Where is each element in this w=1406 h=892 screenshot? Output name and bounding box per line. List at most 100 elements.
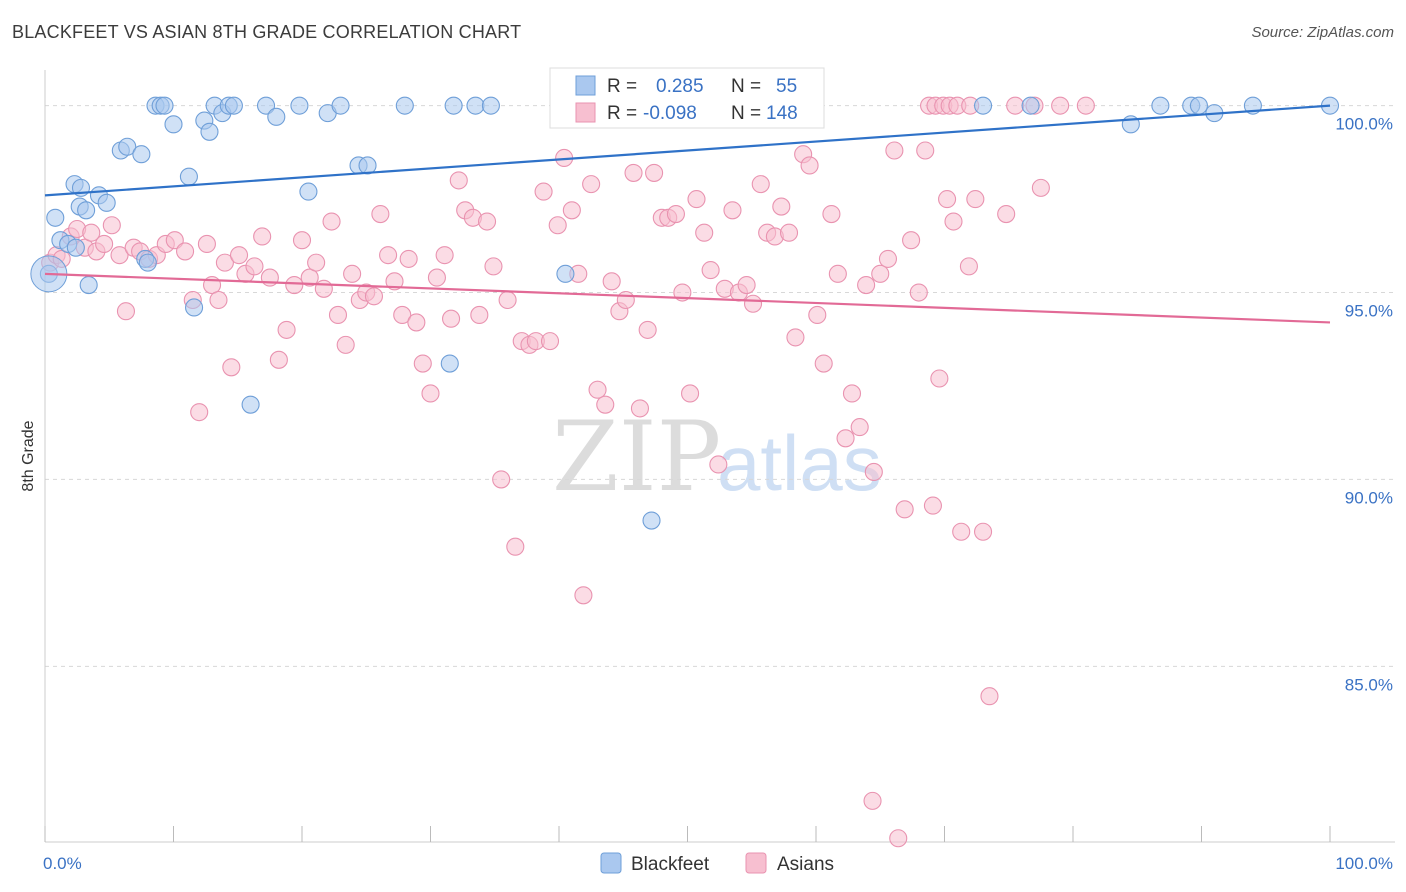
- asians-point: [666, 204, 685, 224]
- asians-point: [413, 354, 432, 373]
- asians-point: [588, 380, 607, 399]
- blackfeet-point: [1189, 96, 1208, 115]
- asians-point: [624, 163, 643, 182]
- asians-point: [1076, 96, 1095, 115]
- asians-point: [269, 350, 288, 369]
- asians-point: [484, 257, 503, 276]
- blackfeet-point: [395, 96, 414, 115]
- trend-lines: [44, 104, 1331, 324]
- stats-r-label-asians: R =: [607, 103, 637, 124]
- asians-point: [343, 264, 362, 283]
- stats-swatch-blackfeet: [575, 75, 596, 96]
- series-legend: Blackfeet Asians: [600, 852, 834, 875]
- blackfeet-point: [46, 208, 65, 227]
- blackfeet-point: [256, 96, 276, 115]
- stats-r-value-asians: -0.098: [643, 103, 697, 124]
- stats-n-value-blackfeet: 55: [776, 76, 797, 97]
- asians-point: [997, 204, 1016, 224]
- stats-legend: R = 0.285 N = 55 R = -0.098 N = 148: [549, 67, 825, 129]
- y-tick-label: 85.0%: [1345, 675, 1393, 694]
- asians-point: [923, 496, 942, 515]
- asians-point: [695, 223, 714, 242]
- asians-point: [909, 283, 928, 302]
- asians-point: [209, 290, 228, 310]
- blackfeet-point: [1151, 96, 1170, 115]
- asians-point: [215, 253, 234, 272]
- asians-point: [582, 175, 601, 194]
- legend-label-blackfeet: Blackfeet: [631, 854, 710, 875]
- legend-swatch-asians: [745, 852, 767, 874]
- blackfeet-point: [241, 395, 260, 414]
- asians-point: [328, 305, 348, 325]
- axes: [44, 70, 1395, 843]
- asians-point: [1006, 96, 1025, 115]
- asians-point: [645, 163, 664, 182]
- asians-point: [245, 257, 264, 276]
- stats-n-value-asians: 148: [766, 103, 798, 124]
- blackfeet-trend-line: [44, 104, 1331, 197]
- asians-point: [300, 268, 319, 287]
- legend-swatch-blackfeet: [600, 852, 622, 874]
- asians-point: [786, 328, 805, 347]
- asians-point: [314, 279, 333, 298]
- asians-point: [110, 246, 129, 265]
- asians-point: [828, 264, 847, 283]
- gridlines: [45, 105, 1395, 667]
- asians-point: [602, 272, 621, 291]
- asians-point: [863, 791, 882, 810]
- asians-point: [498, 290, 517, 310]
- chart-title: BLACKFEET VS ASIAN 8TH GRADE CORRELATION…: [12, 22, 522, 42]
- asians-point: [336, 335, 355, 354]
- blackfeet-point: [642, 511, 661, 530]
- asians-point: [197, 234, 216, 253]
- asians-point: [548, 216, 567, 235]
- blackfeet-point: [79, 276, 98, 295]
- asians-point: [878, 249, 898, 268]
- watermark-zip: ZIP: [552, 401, 721, 513]
- asians-point: [596, 395, 615, 414]
- asians-point: [506, 537, 525, 556]
- stats-swatch-asians: [575, 102, 596, 123]
- blackfeet-point: [179, 167, 198, 186]
- asians-point: [229, 246, 249, 265]
- asians-point: [850, 418, 869, 437]
- legend-label-asians: Asians: [777, 854, 834, 875]
- asians-point: [966, 190, 985, 209]
- blackfeet-point: [267, 107, 286, 126]
- asians-point: [385, 272, 404, 291]
- blackfeet-point: [224, 96, 243, 115]
- asians-point: [285, 276, 304, 295]
- asians-point: [477, 212, 497, 231]
- asians-point: [427, 268, 446, 287]
- asians-point: [973, 522, 993, 541]
- asians-point: [902, 231, 921, 250]
- asians-point: [393, 305, 412, 325]
- asians-point: [895, 500, 914, 519]
- asians-point: [944, 212, 963, 231]
- asians-point: [930, 369, 949, 388]
- asians-point: [864, 462, 883, 482]
- asians-point: [751, 175, 770, 194]
- asians-point: [1051, 96, 1070, 115]
- asians-point: [307, 253, 326, 272]
- asians-point: [808, 305, 827, 325]
- asians-point: [959, 257, 978, 276]
- asians-point: [779, 223, 799, 242]
- asians-point: [616, 290, 635, 310]
- asians-point: [630, 399, 650, 418]
- blackfeet-point: [444, 96, 463, 115]
- blackfeet-point: [185, 298, 204, 317]
- asians-point: [379, 246, 398, 265]
- asians-point: [885, 141, 904, 160]
- asians-point: [889, 829, 908, 848]
- asians-point: [822, 204, 841, 224]
- blackfeet-point: [331, 96, 350, 115]
- asians-point: [687, 190, 706, 209]
- asians-point: [681, 384, 700, 403]
- blackfeet-point: [358, 156, 377, 175]
- asians-point: [407, 313, 426, 332]
- asians-point: [176, 242, 195, 261]
- blackfeet-point: [466, 96, 485, 115]
- source-credit: Source: ZipAtlas.com: [1251, 24, 1394, 41]
- stats-r-label-blackfeet: R =: [607, 76, 637, 97]
